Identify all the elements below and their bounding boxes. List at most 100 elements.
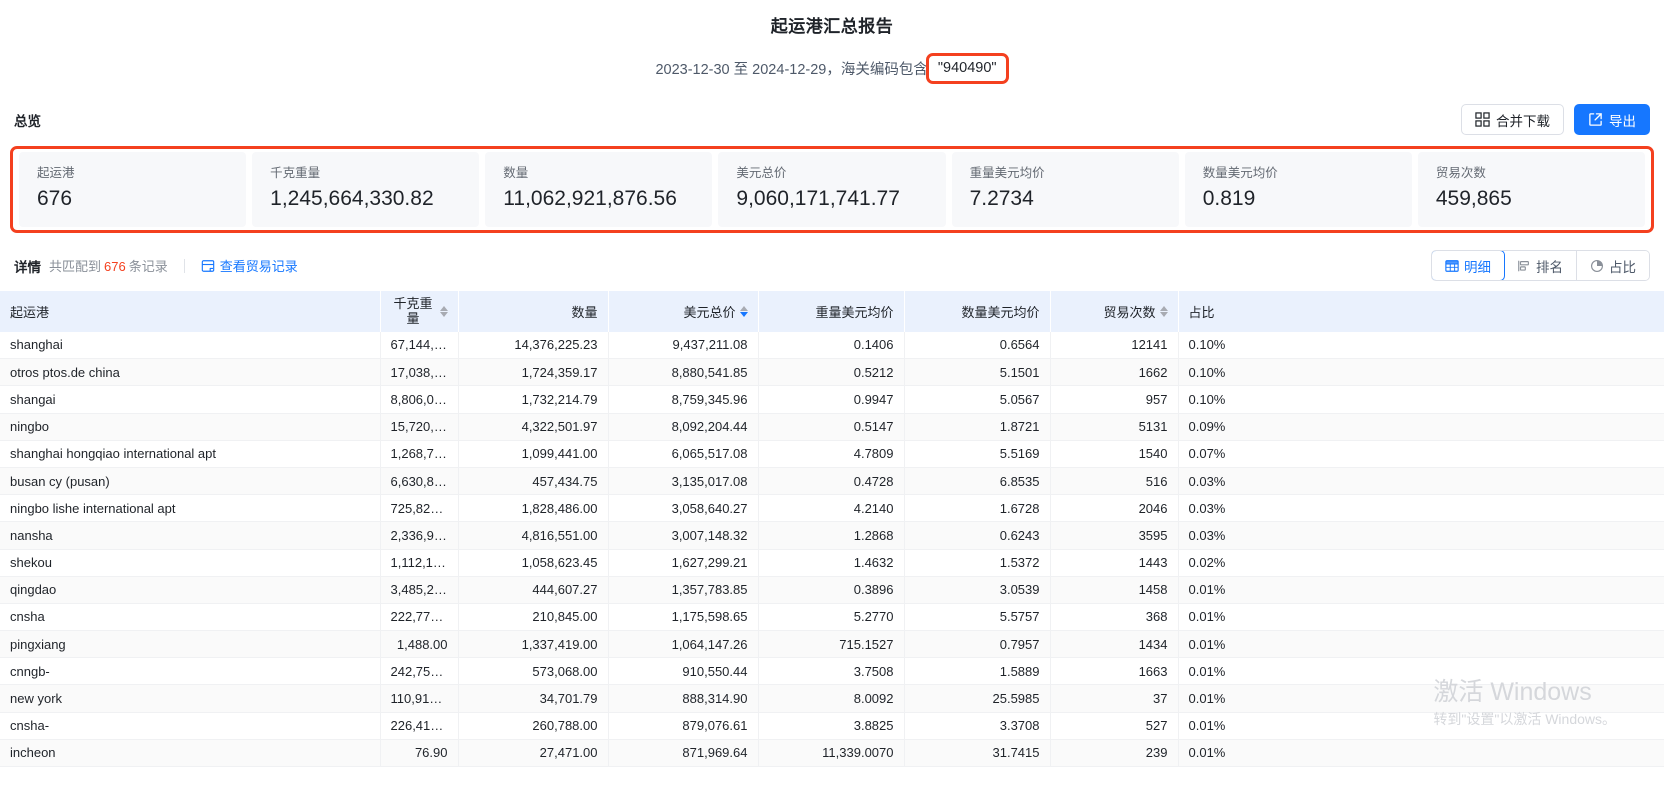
cell-usd-total: 3,135,017.08 [608, 467, 759, 496]
cell-kg-weight: 222,779.43 [380, 603, 459, 632]
view-mode-rank[interactable]: 排名 [1504, 251, 1577, 280]
detail-record-count: 共匹配到 676 条记录 [49, 256, 168, 275]
cell-trade-count: 37 [1050, 684, 1179, 713]
table-row[interactable]: cnngb- 242,759.04 573,068.00 910,550.44 3.75… [0, 657, 1664, 686]
view-mode-detail[interactable]: 明细 [1432, 251, 1505, 280]
cell-kg-weight: 8,806,01… [380, 385, 459, 414]
table-row[interactable]: cnsha- 226,417.50 260,788.00 879,076.61 3.88… [0, 712, 1664, 740]
cell-quantity-usd-avg: 1.5372 [904, 549, 1051, 577]
cell-quantity-usd-avg: 0.6243 [904, 521, 1051, 550]
column-header-share[interactable]: 占比 [1178, 290, 1664, 332]
table-header-row: 起运港 千克重量 数量 [0, 290, 1664, 332]
cell-origin-port: cnsha- [0, 712, 381, 740]
overview-stats-highlight: 起运港 676 千克重量 1,245,664,330.82 数量 11,062,… [10, 145, 1654, 233]
cell-weight-usd-avg: 0.1406 [758, 331, 905, 360]
overview-section-title: 总览 [14, 113, 41, 129]
page-title: 起运港汇总报告 [770, 17, 894, 36]
cell-origin-port: cnsha [0, 603, 381, 632]
cell-quantity: 210,845.00 [458, 603, 609, 632]
cell-share: 0.01% [1178, 739, 1664, 768]
table-row[interactable]: shekou 1,112,13… 1,058,623.45 1,627,299.21 1… [0, 549, 1664, 577]
cell-weight-usd-avg: 0.3896 [758, 576, 905, 604]
view-trade-records-link[interactable]: 查看贸易记录 [201, 256, 298, 275]
column-header-quantity[interactable]: 数量 [458, 290, 609, 332]
export-button[interactable]: 导出 [1574, 104, 1650, 135]
table-row[interactable]: new york 110,912.32 34,701.79 888,314.90 8.0… [0, 684, 1664, 713]
cell-quantity-usd-avg: 3.3708 [904, 712, 1051, 740]
column-header-kg-weight[interactable]: 千克重量 [380, 290, 459, 332]
sort-toggle[interactable] [439, 305, 448, 317]
table-row[interactable]: pingxiang 1,488.00 1,337,419.00 1,064,147.2… [0, 630, 1664, 659]
column-label: 数量 [571, 304, 598, 320]
table-row[interactable]: cnsha 222,779.43 210,845.00 1,175,598.65 5.2… [0, 603, 1664, 632]
column-label: 美元总价 [683, 304, 736, 320]
cell-kg-weight: 242,759.04 [380, 657, 459, 686]
table-row[interactable]: shangai 8,806,01… 1,732,214.79 8,759,345.96… [0, 385, 1664, 414]
cell-quantity-usd-avg: 31.7415 [904, 739, 1051, 768]
table-row[interactable]: otros ptos.de china 17,038,2… 1,724,359.17… [0, 358, 1664, 387]
sort-toggle[interactable] [739, 305, 748, 317]
cell-share: 0.01% [1178, 657, 1664, 686]
cell-origin-port: shanghai hongqiao international apt [0, 440, 381, 468]
cell-share: 0.03% [1178, 521, 1664, 550]
view-mode-rank-label: 排名 [1536, 259, 1563, 275]
cell-usd-total: 3,058,640.27 [608, 494, 759, 523]
cell-weight-usd-avg: 3.8825 [758, 712, 905, 740]
cell-trade-count: 1662 [1050, 358, 1179, 387]
cell-origin-port: nansha [0, 521, 381, 550]
view-mode-detail-label: 明细 [1464, 259, 1491, 275]
cell-quantity: 1,099,441.00 [458, 440, 609, 468]
cell-origin-port: pingxiang [0, 630, 381, 659]
column-label: 占比 [1188, 304, 1215, 320]
cell-share: 0.03% [1178, 494, 1664, 523]
table-row[interactable]: shanghai hongqiao international apt 1,268… [0, 440, 1664, 468]
table-row[interactable]: busan cy (pusan) 6,630,87… 457,434.75 3,135… [0, 467, 1664, 496]
cell-weight-usd-avg: 715.1527 [758, 630, 905, 659]
column-label: 起运港 [10, 304, 50, 320]
table-row[interactable]: qingdao 3,485,25… 444,607.27 1,357,783.85 0.… [0, 576, 1664, 604]
table-row[interactable]: incheon 76.90 27,471.00 871,969.64 11,339.00… [0, 739, 1664, 768]
column-header-quantity-usd-avg[interactable]: 数量美元均价 [904, 290, 1051, 332]
cell-trade-count: 957 [1050, 385, 1179, 414]
cell-trade-count: 2046 [1050, 494, 1179, 523]
cell-share: 0.09% [1178, 413, 1664, 441]
cell-trade-count: 1458 [1050, 576, 1179, 604]
grid-icon [1475, 112, 1490, 127]
detail-bar: 详情 共匹配到 676 条记录 查看贸易记录 [0, 249, 1664, 283]
cell-usd-total: 871,969.64 [608, 739, 759, 768]
hs-code-highlight: "940490" [925, 53, 1009, 84]
column-header-origin-port[interactable]: 起运港 [0, 290, 381, 332]
cell-usd-total: 910,550.44 [608, 657, 759, 686]
merge-download-button[interactable]: 合并下载 [1461, 104, 1564, 135]
sort-desc-icon [1159, 311, 1168, 317]
view-mode-share[interactable]: 占比 [1577, 251, 1649, 280]
detail-table-container: 起运港 千克重量 数量 [0, 290, 1664, 768]
count-prefix: 共匹配到 [49, 259, 102, 274]
table-row[interactable]: nansha 2,336,93… 4,816,551.00 3,007,148.32 1… [0, 521, 1664, 550]
cell-quantity-usd-avg: 6.8535 [904, 467, 1051, 496]
cell-quantity: 573,068.00 [458, 657, 609, 686]
column-label: 贸易次数 [1103, 304, 1156, 320]
table-row[interactable]: ningbo lishe international apt 725,829.00… [0, 494, 1664, 523]
column-header-trade-count[interactable]: 贸易次数 [1050, 290, 1179, 332]
cell-trade-count: 1663 [1050, 657, 1179, 686]
cell-origin-port: incheon [0, 739, 381, 768]
column-header-weight-usd-avg[interactable]: 重量美元均价 [758, 290, 905, 332]
overview-stats-row: 起运港 676 千克重量 1,245,664,330.82 数量 11,062,… [16, 151, 1648, 227]
cell-origin-port: ningbo [0, 413, 381, 441]
cell-kg-weight: 3,485,25… [380, 576, 459, 604]
cell-share: 0.01% [1178, 684, 1664, 713]
cell-weight-usd-avg: 8.0092 [758, 684, 905, 713]
report-subtitle-text: 2023-12-30 至 2024-12-29，海关编码包含 [655, 61, 928, 78]
overview-bar: 总览 合并下载 [0, 102, 1664, 138]
stat-card-kg-weight: 千克重量 1,245,664,330.82 [252, 151, 480, 227]
sort-toggle[interactable] [1159, 305, 1168, 317]
cell-kg-weight: 67,144,4… [380, 331, 459, 360]
cell-quantity: 27,471.00 [458, 739, 609, 768]
cell-quantity: 1,724,359.17 [458, 358, 609, 387]
column-header-usd-total[interactable]: 美元总价 [608, 290, 759, 332]
table-row[interactable]: shanghai 67,144,4… 14,376,225.23 9,437,211.… [0, 331, 1664, 360]
cell-quantity: 444,607.27 [458, 576, 609, 604]
table-row[interactable]: ningbo 15,720,8… 4,322,501.97 8,092,204.44 0… [0, 413, 1664, 441]
cell-origin-port: otros ptos.de china [0, 358, 381, 387]
